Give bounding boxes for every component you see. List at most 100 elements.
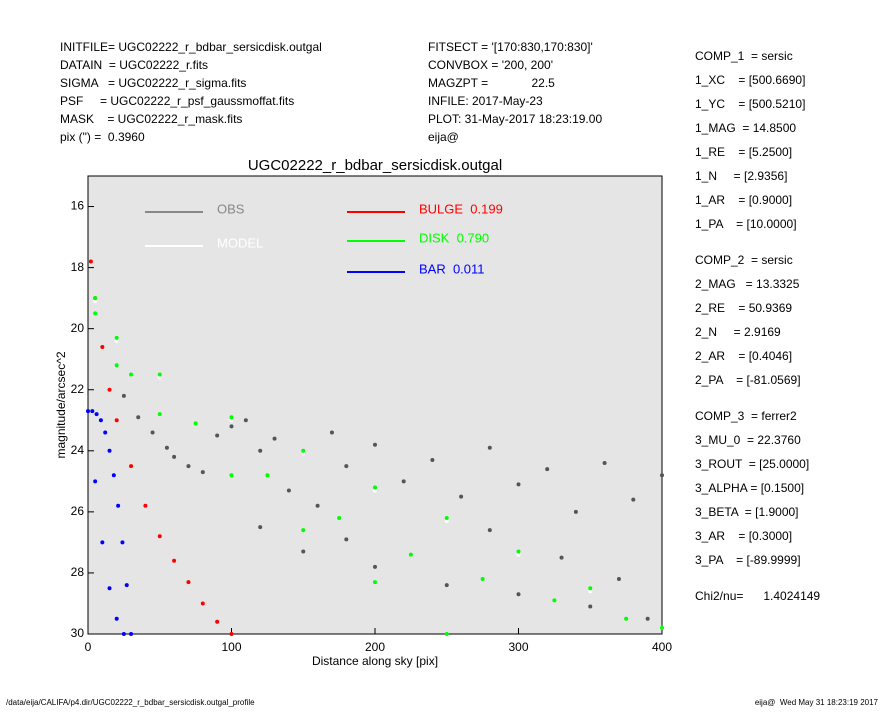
fit-parameter: 1_MAG = 14.8500 [695,121,796,135]
header-line: DATAIN = UGC02222_r.fits [60,58,208,72]
data-point [114,418,119,423]
y-tick-label: 22 [71,382,85,396]
footer-left: /data/eija/CALIFA/p4.dir/UGC02222_r_bdba… [6,698,255,707]
fit-parameter: 1_RE = [5.2500] [695,145,792,159]
data-point [114,338,119,343]
y-tick-label: 30 [71,626,85,640]
data-point [111,473,116,478]
data-point [329,430,334,435]
data-point [602,461,607,466]
data-point [88,259,93,264]
y-tick-label: 26 [71,504,85,518]
data-point [459,494,464,499]
y-axis-label: magnitude/arcsec^2 [54,351,68,458]
data-point [94,412,99,417]
fit-parameter: 2_N = 2.9169 [695,325,781,339]
data-point [150,430,155,435]
data-point [373,485,377,490]
fit-parameter: 3_BETA = [1.9000] [695,505,799,519]
data-point [157,534,162,539]
data-point [100,344,105,349]
fit-parameter: COMP_1 = sersic [695,49,793,63]
x-tick-label: 300 [508,640,528,654]
data-point [107,448,112,453]
data-point [301,549,306,554]
fit-parameter: 2_AR = [0.4046] [695,349,792,363]
data-point [480,577,485,582]
data-point [215,433,220,438]
data-point [143,503,148,508]
x-tick-label: 200 [365,640,385,654]
y-tick-label: 18 [71,260,85,274]
fit-parameter: 1_YC = [500.5210] [695,97,805,111]
data-point [86,409,90,414]
fit-parameter: 3_MU_0 = 22.3760 [695,433,801,447]
data-point [114,363,119,368]
data-point [200,601,205,606]
fit-parameter: 1_N = [2.9356] [695,169,787,183]
header-line: PSF = UGC02222_r_psf_gaussmoffat.fits [60,94,294,108]
data-point [107,586,112,591]
fit-parameter: 3_AR = [0.3000] [695,529,792,543]
data-point [315,503,320,508]
x-tick-label: 100 [221,640,241,654]
data-point [229,418,234,423]
data-point [229,632,234,636]
header-line: PLOT: 31-May-2017 18:23:19.00 [428,112,602,126]
data-point [172,558,177,563]
header-line: SIGMA = UGC02222_r_sigma.fits [60,76,246,90]
data-point [430,457,435,462]
data-point [265,473,270,478]
data-point [660,625,664,630]
data-point [444,632,449,636]
y-tick-label: 16 [71,199,85,213]
header-line: CONVBOX = '200, 200' [428,58,553,72]
data-point [344,537,349,542]
legend-label: BULGE 0.199 [419,201,503,216]
header-line: INITFILE= UGC02222_r_bdbar_sersicdisk.ou… [60,40,322,54]
data-point [90,409,95,414]
data-point [243,418,248,423]
fit-parameter: Chi2/nu= 1.4024149 [695,589,820,603]
data-point [103,430,108,435]
data-point [229,424,234,429]
data-point [516,482,521,487]
y-tick-label: 20 [71,321,85,335]
x-tick-label: 0 [85,640,92,654]
y-tick-label: 24 [71,443,85,457]
header-line: pix (") = 0.3960 [60,130,145,144]
fit-parameter: 3_PA = [-89.9999] [695,553,801,567]
fit-parameter: 2_RE = 50.9369 [695,301,792,315]
header-line: MASK = UGC02222_r_mask.fits [60,112,242,126]
footer-right: eija@ Wed May 31 18:23:19 2017 [755,698,879,707]
data-point [487,528,492,533]
fit-parameter: COMP_2 = sersic [695,253,793,267]
y-tick-label: 28 [71,565,85,579]
data-point [107,387,112,392]
data-point [157,375,162,380]
legend-label: DISK 0.790 [419,230,489,245]
data-point [373,488,377,493]
plot-area [87,175,663,635]
data-point [516,552,521,557]
data-point [516,549,521,554]
header-line: FITSECT = '[170:830,170:830]' [428,40,593,54]
data-point [444,583,449,588]
data-point [516,592,521,597]
data-point [129,632,134,636]
data-point [229,415,234,420]
data-point [559,555,564,560]
data-point [258,525,263,530]
data-point [114,335,119,340]
fit-parameter: 1_PA = [10.0000] [695,217,797,231]
data-point [373,580,377,585]
legend-label: OBS [217,201,245,216]
data-point [545,467,550,472]
fit-parameter: 1_AR = [0.9000] [695,193,792,207]
fit-parameter: 1_XC = [500.6690] [695,73,805,87]
x-axis-label: Distance along sky [pix] [312,654,438,668]
header-line: INFILE: 2017-May-23 [428,94,543,108]
data-point [552,598,557,603]
data-point [624,616,629,621]
